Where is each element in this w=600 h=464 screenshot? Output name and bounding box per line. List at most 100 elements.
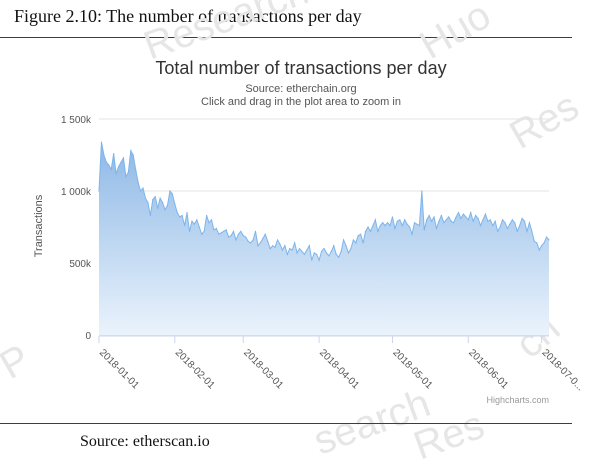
data-point[interactable] — [311, 259, 313, 261]
data-point[interactable] — [269, 248, 271, 250]
data-point[interactable] — [264, 233, 266, 235]
data-point[interactable] — [514, 222, 516, 224]
data-point[interactable] — [467, 219, 469, 221]
data-point[interactable] — [411, 233, 413, 235]
data-point[interactable] — [413, 222, 416, 224]
data-point[interactable] — [377, 230, 379, 232]
data-point[interactable] — [313, 252, 315, 254]
data-point[interactable] — [340, 250, 342, 253]
data-point[interactable] — [423, 229, 425, 231]
data-point[interactable] — [259, 242, 262, 244]
data-point[interactable] — [203, 230, 205, 232]
data-point[interactable] — [308, 245, 310, 247]
data-point[interactable] — [125, 176, 127, 178]
data-point[interactable] — [418, 224, 420, 227]
data-point[interactable] — [533, 240, 535, 242]
data-point[interactable] — [389, 224, 391, 227]
data-point[interactable] — [519, 224, 521, 227]
data-point[interactable] — [374, 219, 376, 221]
data-point[interactable] — [438, 220, 440, 222]
data-point[interactable] — [338, 256, 340, 258]
data-point[interactable] — [193, 223, 195, 225]
data-point[interactable] — [426, 219, 428, 221]
data-point[interactable] — [274, 246, 276, 248]
data-point[interactable] — [303, 253, 306, 255]
data-point[interactable] — [492, 224, 494, 227]
data-point[interactable] — [352, 239, 354, 241]
data-point[interactable] — [325, 252, 328, 254]
data-point[interactable] — [364, 230, 367, 232]
data-point[interactable] — [242, 235, 244, 237]
data-point[interactable] — [404, 219, 406, 221]
data-point[interactable] — [137, 181, 139, 183]
data-point[interactable] — [220, 232, 222, 234]
data-point[interactable] — [443, 222, 445, 224]
data-point[interactable] — [362, 242, 364, 244]
data-point[interactable] — [159, 197, 161, 199]
data-point[interactable] — [296, 252, 298, 254]
data-point[interactable] — [166, 204, 169, 206]
data-point[interactable] — [276, 239, 279, 241]
data-point[interactable] — [237, 233, 239, 235]
data-point[interactable] — [453, 222, 455, 224]
data-point[interactable] — [115, 173, 117, 175]
data-point[interactable] — [206, 214, 208, 217]
data-point[interactable] — [284, 245, 286, 247]
data-point[interactable] — [267, 240, 269, 242]
data-point[interactable] — [487, 220, 489, 222]
data-point[interactable] — [100, 141, 103, 143]
data-point[interactable] — [117, 165, 120, 168]
data-point[interactable] — [181, 214, 183, 217]
data-point[interactable] — [316, 253, 318, 255]
data-point[interactable] — [401, 224, 403, 227]
data-point[interactable] — [399, 219, 401, 221]
data-point[interactable] — [406, 223, 408, 225]
data-point[interactable] — [342, 239, 345, 241]
data-point[interactable] — [545, 236, 548, 238]
data-point[interactable] — [98, 190, 100, 192]
data-point[interactable] — [174, 203, 176, 205]
data-point[interactable] — [108, 164, 110, 166]
data-point[interactable] — [250, 242, 252, 244]
data-point[interactable] — [208, 222, 210, 224]
data-point[interactable] — [130, 150, 132, 152]
data-point[interactable] — [328, 255, 330, 257]
data-point[interactable] — [127, 171, 129, 173]
highcharts-credits[interactable]: Highcharts.com — [486, 395, 549, 405]
data-point[interactable] — [298, 248, 301, 250]
data-point[interactable] — [201, 233, 203, 235]
data-point[interactable] — [445, 219, 447, 221]
data-point[interactable] — [139, 190, 142, 192]
data-point[interactable] — [384, 224, 386, 227]
data-point[interactable] — [386, 222, 389, 224]
data-point[interactable] — [171, 193, 173, 195]
data-point[interactable] — [484, 213, 487, 215]
data-point[interactable] — [457, 212, 460, 214]
data-point[interactable] — [350, 248, 352, 250]
data-point[interactable] — [391, 216, 394, 218]
data-point[interactable] — [210, 219, 213, 221]
data-point[interactable] — [279, 243, 281, 245]
data-point[interactable] — [252, 239, 254, 241]
data-point[interactable] — [435, 227, 438, 230]
data-point[interactable] — [541, 245, 543, 247]
data-point[interactable] — [369, 230, 372, 232]
data-point[interactable] — [254, 230, 257, 232]
data-point[interactable] — [531, 230, 533, 232]
data-point[interactable] — [323, 248, 325, 250]
data-point[interactable] — [538, 249, 540, 251]
data-point[interactable] — [475, 214, 477, 217]
data-point[interactable] — [494, 220, 496, 222]
data-point[interactable] — [301, 250, 303, 253]
data-point[interactable] — [479, 224, 482, 227]
data-point[interactable] — [110, 168, 112, 170]
data-point[interactable] — [184, 224, 186, 227]
data-point[interactable] — [144, 197, 147, 199]
data-point[interactable] — [416, 223, 418, 225]
data-point[interactable] — [448, 216, 450, 218]
data-point[interactable] — [536, 242, 538, 244]
data-point[interactable] — [355, 242, 357, 244]
data-point[interactable] — [501, 219, 504, 221]
data-point[interactable] — [357, 235, 359, 237]
data-point[interactable] — [186, 212, 188, 214]
